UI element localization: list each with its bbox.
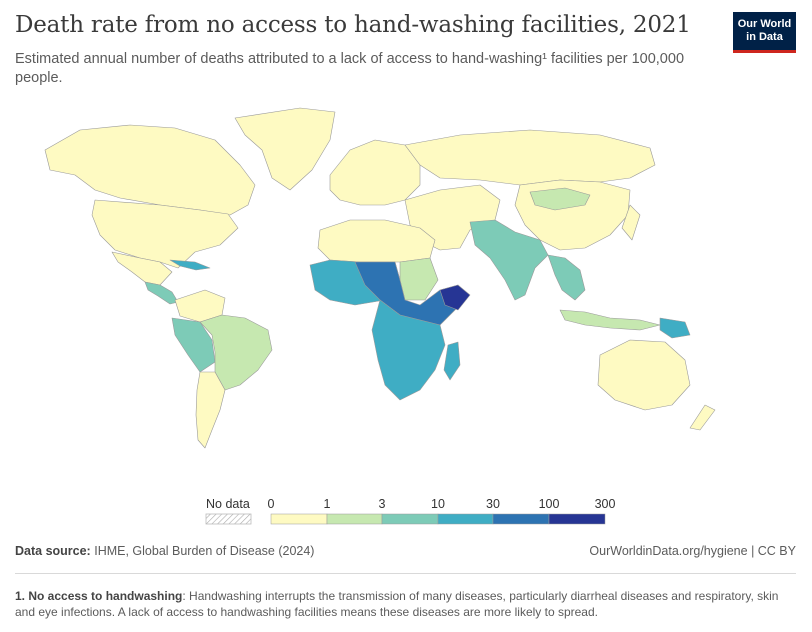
source-url[interactable]: OurWorldinData.org/hygiene | CC BY xyxy=(589,544,796,558)
legend-bin-5 xyxy=(548,513,606,525)
legend-tick-0: 0 xyxy=(268,497,275,511)
world-map xyxy=(44,107,716,449)
owid-logo[interactable]: Our World in Data xyxy=(733,12,796,53)
footnote-text: : Handwashing interrupts the transmissio… xyxy=(15,589,779,619)
logo-line-2: in Data xyxy=(746,31,783,43)
legend-tick-4: 30 xyxy=(486,497,500,511)
region-caribbean[interactable] xyxy=(169,259,211,271)
footnote-title: 1. No access to handwashing xyxy=(15,589,183,603)
region-southern-africa[interactable] xyxy=(371,299,446,401)
legend-bin-4 xyxy=(492,513,550,525)
region-usa[interactable] xyxy=(91,199,239,269)
region-russia[interactable] xyxy=(404,129,656,186)
legend-bin-3 xyxy=(437,513,494,525)
region-madagascar[interactable] xyxy=(443,341,461,381)
chart-title: Death rate from no access to hand-washin… xyxy=(15,12,691,38)
legend-tick-5: 100 xyxy=(539,497,560,511)
region-southern-cone[interactable] xyxy=(195,371,226,449)
data-source-text[interactable]: IHME, Global Burden of Disease (2024) xyxy=(94,544,315,558)
data-source-label: Data source: xyxy=(15,544,91,558)
region-canada[interactable] xyxy=(44,124,256,216)
region-mongolia[interactable] xyxy=(529,187,591,211)
legend-tick-2: 3 xyxy=(379,497,386,511)
footnote: 1. No access to handwashing: Handwashing… xyxy=(15,588,795,620)
region-europe[interactable] xyxy=(329,139,421,206)
footer-divider xyxy=(15,573,796,574)
legend-bin-1 xyxy=(326,513,383,525)
region-south-asia[interactable] xyxy=(469,219,549,301)
region-papua-new-guinea[interactable] xyxy=(659,317,691,339)
region-andean[interactable] xyxy=(171,317,216,373)
region-brazil[interactable] xyxy=(199,314,273,391)
legend-no-data-label: No data xyxy=(206,497,250,511)
region-greenland[interactable] xyxy=(234,107,336,191)
legend-bin-2 xyxy=(381,513,439,525)
region-australia[interactable] xyxy=(597,339,691,411)
legend-tick-1: 1 xyxy=(324,497,331,511)
legend-no-data-swatch xyxy=(205,513,252,525)
legend-bin-0 xyxy=(270,513,328,525)
legend-tick-6: 300 xyxy=(595,497,616,511)
chart-subtitle: Estimated annual number of deaths attrib… xyxy=(15,51,685,86)
region-indonesia[interactable] xyxy=(559,309,661,331)
logo-line-1: Our World xyxy=(737,18,792,30)
region-southeast-asia[interactable] xyxy=(547,254,586,301)
region-central-america[interactable] xyxy=(144,281,179,305)
data-source: Data source: IHME, Global Burden of Dise… xyxy=(15,544,314,558)
region-somalia[interactable] xyxy=(439,284,471,311)
region-japan[interactable] xyxy=(621,204,641,241)
region-new-zealand[interactable] xyxy=(689,404,716,431)
legend-tick-3: 10 xyxy=(431,497,445,511)
